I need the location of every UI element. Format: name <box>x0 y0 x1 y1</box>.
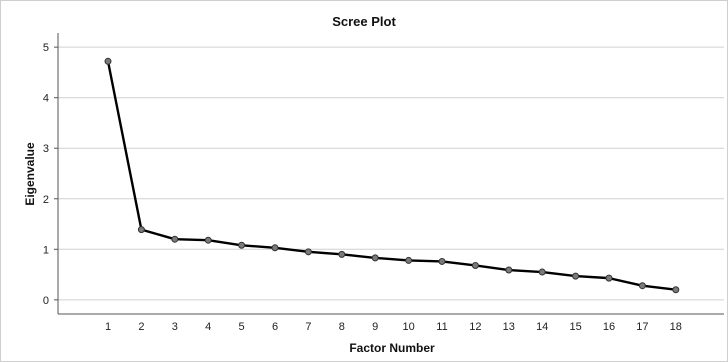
y-tick-label: 5 <box>43 42 49 54</box>
x-tick-label: 12 <box>469 321 481 333</box>
x-tick-label: 6 <box>272 321 278 333</box>
x-tick-label: 10 <box>402 321 414 333</box>
data-point-1 <box>104 57 112 65</box>
y-tick-label: 0 <box>43 295 49 307</box>
data-point-15 <box>572 272 580 280</box>
data-point-13 <box>505 266 513 274</box>
x-tick-label: 5 <box>239 321 245 333</box>
x-tick-label: 11 <box>436 321 447 333</box>
data-point-10 <box>405 256 413 264</box>
x-tick-label: 7 <box>305 321 311 333</box>
x-tick-label: 17 <box>636 321 648 333</box>
y-tick-label: 2 <box>43 194 49 206</box>
data-point-8 <box>338 250 346 258</box>
chart-title: Scree Plot <box>332 14 396 29</box>
x-tick-label: 2 <box>138 321 144 333</box>
data-point-6 <box>271 244 279 252</box>
x-tick-label: 9 <box>372 321 378 333</box>
y-tick-label: 1 <box>43 244 49 256</box>
y-tick-label: 4 <box>43 93 49 105</box>
data-point-12 <box>471 261 479 269</box>
data-point-11 <box>438 257 446 265</box>
x-axis-label: Factor Number <box>349 341 435 355</box>
data-point-17 <box>638 282 646 290</box>
data-point-9 <box>371 254 379 262</box>
data-point-5 <box>238 241 246 249</box>
x-tick-label: 4 <box>205 321 211 333</box>
data-point-16 <box>605 274 613 282</box>
x-tick-label: 13 <box>503 321 515 333</box>
x-tick-label: 14 <box>536 321 548 333</box>
data-point-2 <box>137 226 145 234</box>
series-line <box>106 61 676 291</box>
x-tick-label: 15 <box>569 321 581 333</box>
x-tick-label: 1 <box>105 321 111 333</box>
data-point-7 <box>304 248 312 256</box>
data-point-14 <box>538 268 546 276</box>
x-tick-label: 3 <box>172 321 178 333</box>
x-tick-label: 16 <box>603 321 615 333</box>
data-point-18 <box>672 286 680 294</box>
y-tick-label: 3 <box>43 143 49 155</box>
data-point-4 <box>204 236 212 244</box>
x-tick-label: 18 <box>670 321 682 333</box>
data-point-3 <box>171 235 179 243</box>
x-tick-label: 8 <box>339 321 345 333</box>
